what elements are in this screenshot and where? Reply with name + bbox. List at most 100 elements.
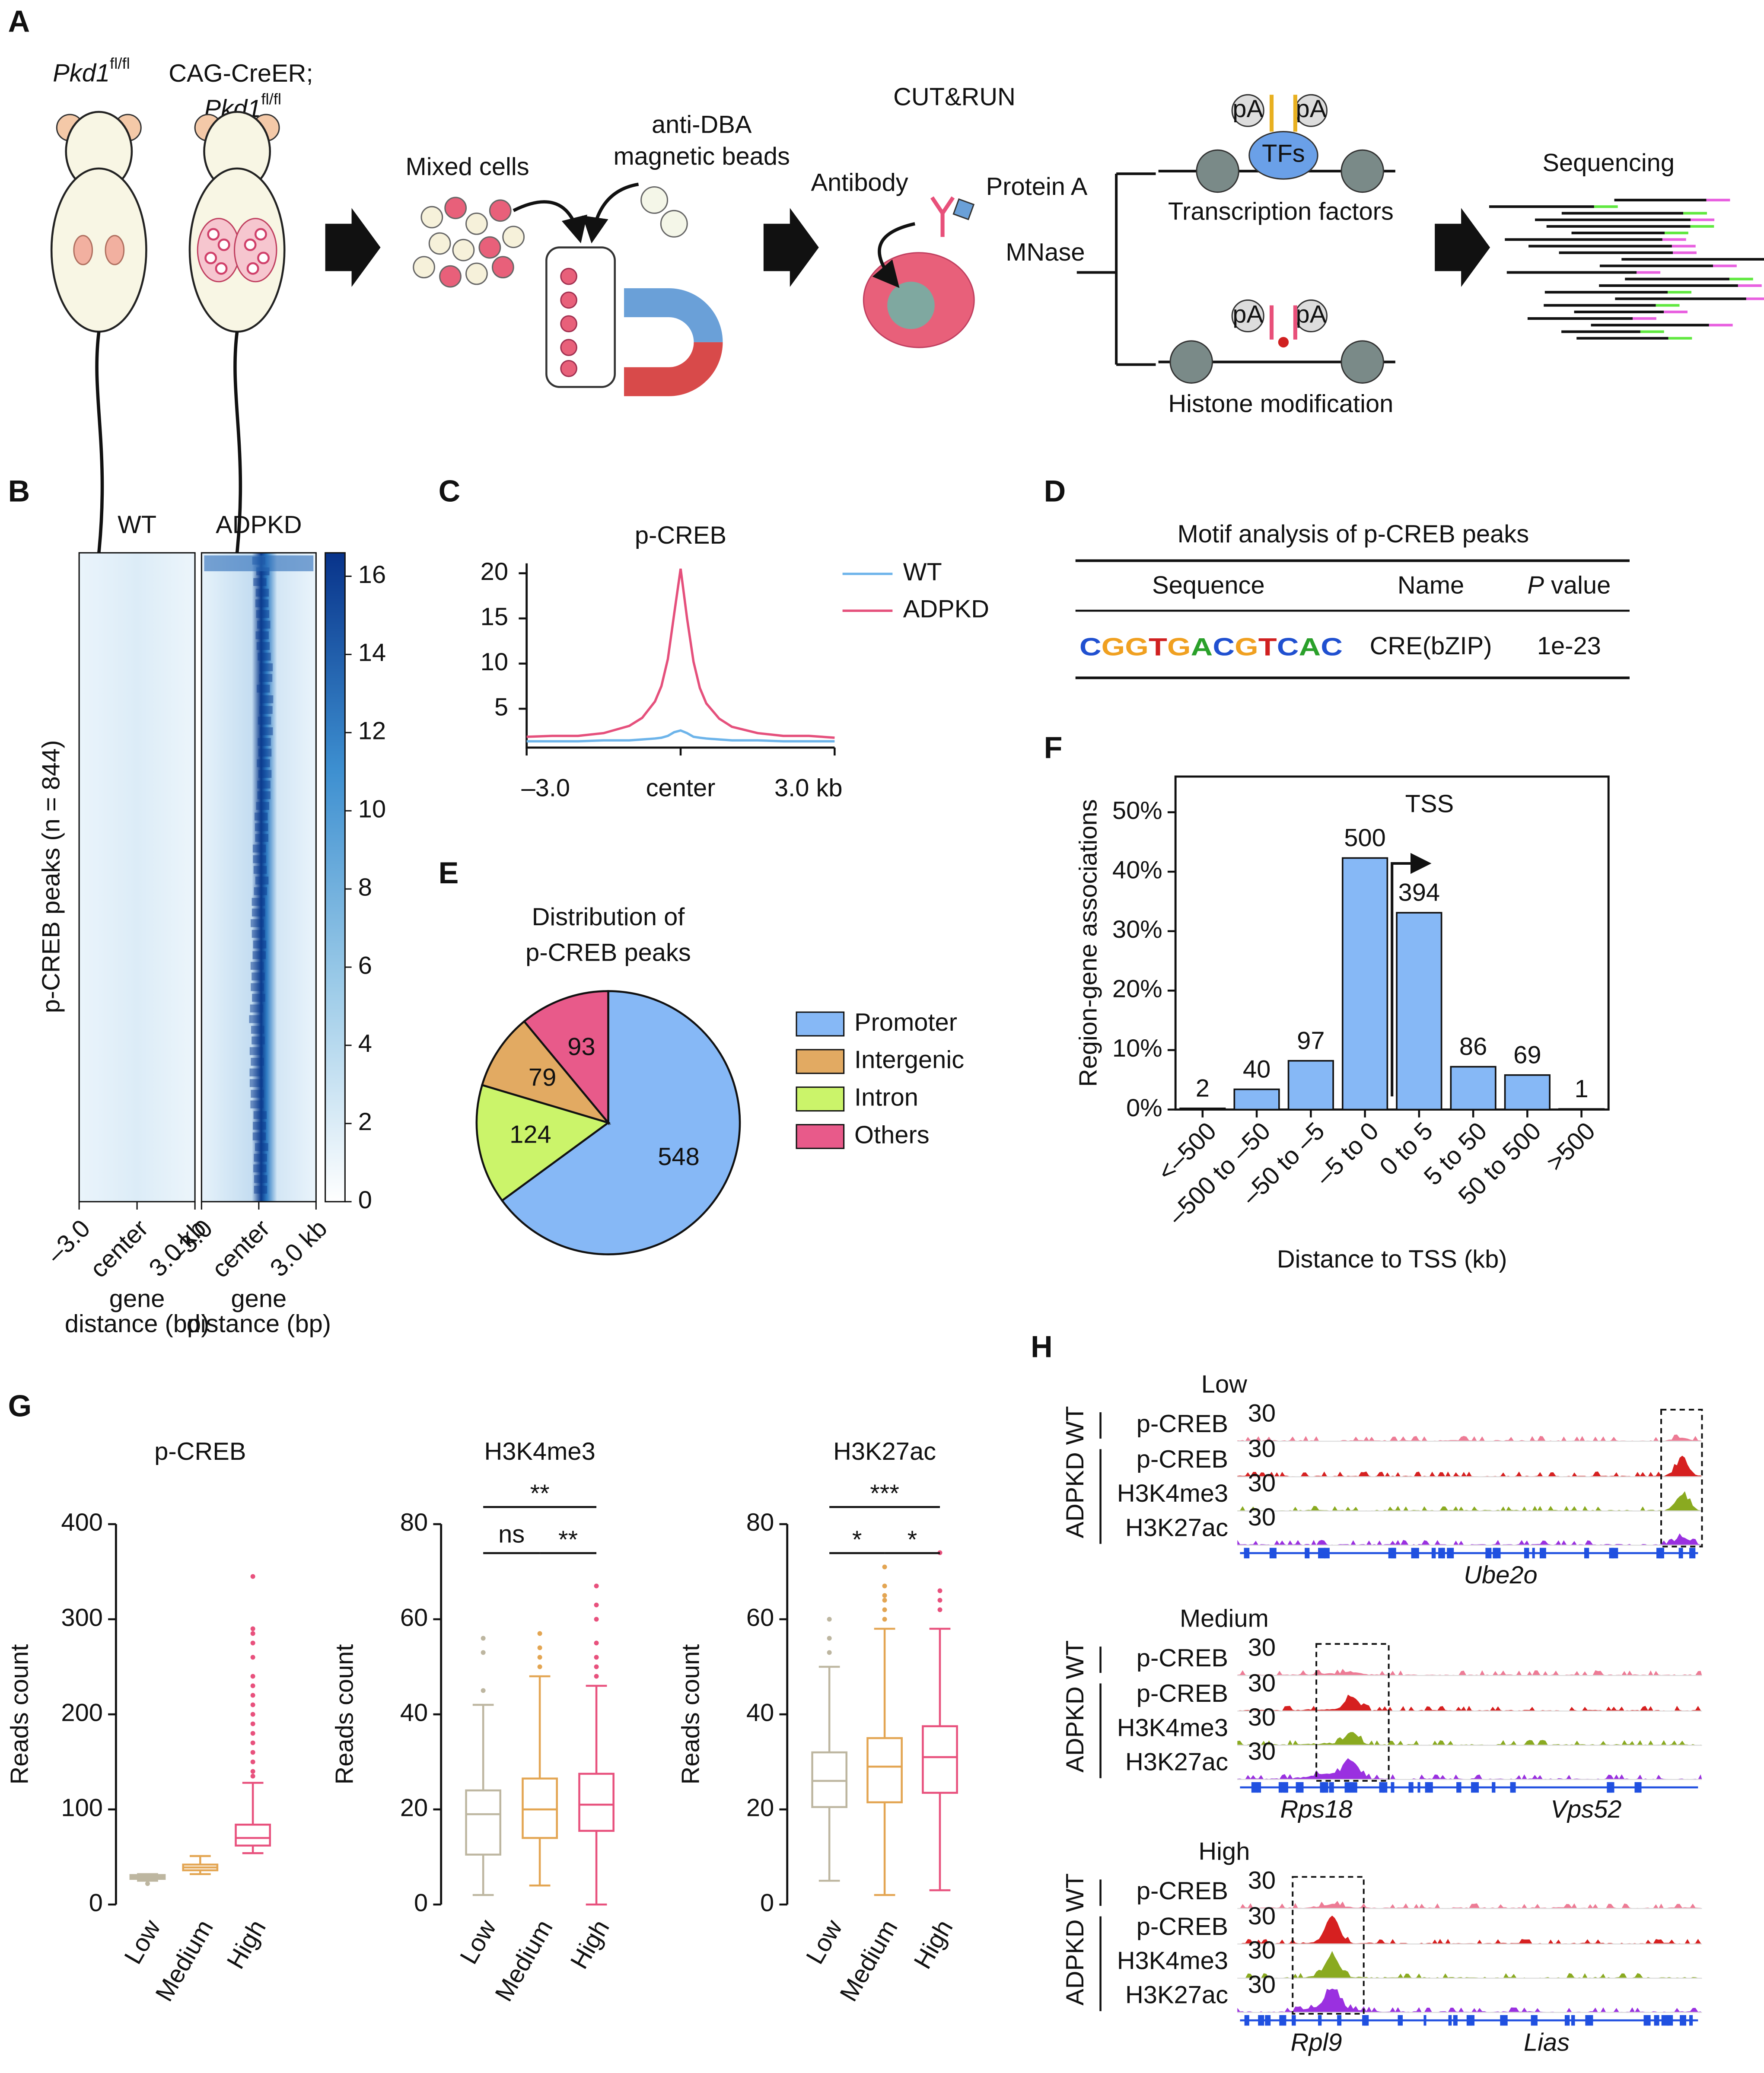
heatmap-row bbox=[249, 1047, 263, 1055]
tss-arrow bbox=[1391, 853, 1432, 1097]
pie-slice bbox=[500, 990, 741, 1255]
colorbar-tick-label: 10 bbox=[358, 795, 386, 823]
shape bbox=[763, 208, 819, 287]
shape bbox=[244, 239, 257, 251]
y-tick-label: 60 bbox=[746, 1604, 774, 1631]
bar-count-label: 1 bbox=[1575, 1075, 1589, 1103]
y-tick-label: 5 bbox=[494, 693, 508, 721]
outlier bbox=[250, 1626, 255, 1631]
outlier bbox=[827, 1617, 832, 1622]
label: Antibody bbox=[811, 169, 908, 197]
shape: T bbox=[1258, 634, 1277, 661]
box bbox=[866, 1737, 903, 1803]
group-label: Medium bbox=[1180, 1605, 1269, 1633]
y-tick-label: 100 bbox=[61, 1794, 103, 1821]
x-tick-label: center bbox=[646, 774, 716, 802]
y-tick-label: 200 bbox=[61, 1699, 103, 1726]
exon bbox=[1634, 1782, 1642, 1793]
shape: C bbox=[1213, 634, 1235, 661]
significance-label: ns bbox=[498, 1521, 525, 1548]
bar bbox=[1504, 1074, 1551, 1111]
outlier bbox=[250, 1774, 255, 1779]
exon bbox=[1467, 2015, 1472, 2026]
heatmap-row bbox=[252, 1036, 265, 1044]
y-tick-label: 10 bbox=[481, 648, 508, 676]
outlier bbox=[250, 1640, 255, 1646]
outlier bbox=[537, 1631, 542, 1636]
exon bbox=[1438, 1548, 1444, 1559]
group bbox=[560, 267, 577, 377]
exon bbox=[1493, 1548, 1501, 1559]
label: anti-DBA bbox=[652, 111, 752, 139]
panel-label: A bbox=[8, 4, 30, 38]
colorbar-tick-label: 16 bbox=[358, 561, 386, 589]
shape: G bbox=[1125, 634, 1149, 661]
outlier bbox=[594, 1617, 599, 1622]
shape bbox=[1169, 340, 1213, 384]
y-tick-label: 15 bbox=[481, 603, 508, 630]
legend-label: Intron bbox=[854, 1083, 918, 1111]
outlier bbox=[250, 1712, 255, 1717]
signal-track bbox=[1237, 1455, 1702, 1477]
heatmap-row bbox=[251, 983, 264, 991]
shape bbox=[215, 262, 228, 275]
track-scale: 30 bbox=[1248, 1435, 1276, 1463]
pie-slice bbox=[481, 1020, 611, 1125]
shape bbox=[582, 182, 639, 244]
label: pA bbox=[1232, 300, 1263, 328]
heatmap-row bbox=[255, 631, 269, 640]
outlier bbox=[250, 1702, 255, 1707]
track-label: H3K27ac bbox=[1125, 1748, 1228, 1776]
box bbox=[522, 1777, 558, 1839]
shape bbox=[1076, 172, 1156, 366]
chart-title: p-CREB peaks bbox=[525, 939, 691, 966]
shape bbox=[73, 235, 93, 265]
shape bbox=[1435, 208, 1490, 287]
track-label: p-CREB bbox=[1137, 1644, 1228, 1672]
y-tick-label: 0% bbox=[1126, 1094, 1162, 1122]
shape: C bbox=[1321, 634, 1343, 661]
panel-label: E bbox=[439, 856, 459, 890]
shape bbox=[545, 246, 616, 388]
bar-count-label: 40 bbox=[1243, 1055, 1270, 1083]
shape bbox=[1196, 149, 1239, 193]
box bbox=[465, 1789, 502, 1856]
heatmap-row bbox=[253, 940, 267, 949]
label: Protein A bbox=[986, 173, 1088, 201]
shape: T bbox=[1149, 634, 1167, 661]
track-label: H3K4me3 bbox=[1117, 1947, 1228, 1974]
gene-name: Vps52 bbox=[1551, 1796, 1621, 1823]
outlier bbox=[594, 1602, 599, 1608]
outlier bbox=[827, 1650, 832, 1655]
heatmap-row bbox=[257, 780, 271, 789]
y-tick-label: 40 bbox=[746, 1699, 774, 1726]
exon bbox=[1571, 2015, 1575, 2026]
track-label: H3K27ac bbox=[1125, 1514, 1228, 1541]
outlier bbox=[882, 1617, 887, 1622]
slice-label: 79 bbox=[529, 1064, 556, 1091]
bar-count-label: 2 bbox=[1196, 1074, 1210, 1102]
legend-swatch bbox=[796, 1049, 845, 1074]
signal-track bbox=[1237, 1669, 1702, 1676]
heatmap-row bbox=[258, 770, 272, 778]
group: Motif analysis of p-CREB peaks Sequence … bbox=[1075, 520, 1630, 679]
shape bbox=[246, 262, 259, 275]
shape bbox=[624, 288, 723, 343]
heatmap-row bbox=[255, 1143, 268, 1151]
exon bbox=[1279, 2015, 1286, 2026]
bar-count-label: 500 bbox=[1344, 824, 1386, 852]
shape bbox=[50, 167, 147, 333]
table-header: P value bbox=[1527, 572, 1611, 599]
heatmap-row bbox=[255, 599, 269, 608]
shape bbox=[420, 206, 443, 229]
heatmap-row bbox=[257, 621, 271, 629]
track-label: p-CREB bbox=[1137, 1877, 1228, 1905]
table-title: Motif analysis of p-CREB peaks bbox=[1178, 520, 1529, 548]
exon bbox=[1337, 2015, 1342, 2026]
shape bbox=[325, 208, 381, 287]
shape: A bbox=[1299, 634, 1321, 661]
outlier bbox=[250, 1674, 255, 1679]
heatmap-row bbox=[259, 674, 273, 682]
exon bbox=[1278, 1782, 1282, 1793]
shape bbox=[207, 228, 220, 241]
